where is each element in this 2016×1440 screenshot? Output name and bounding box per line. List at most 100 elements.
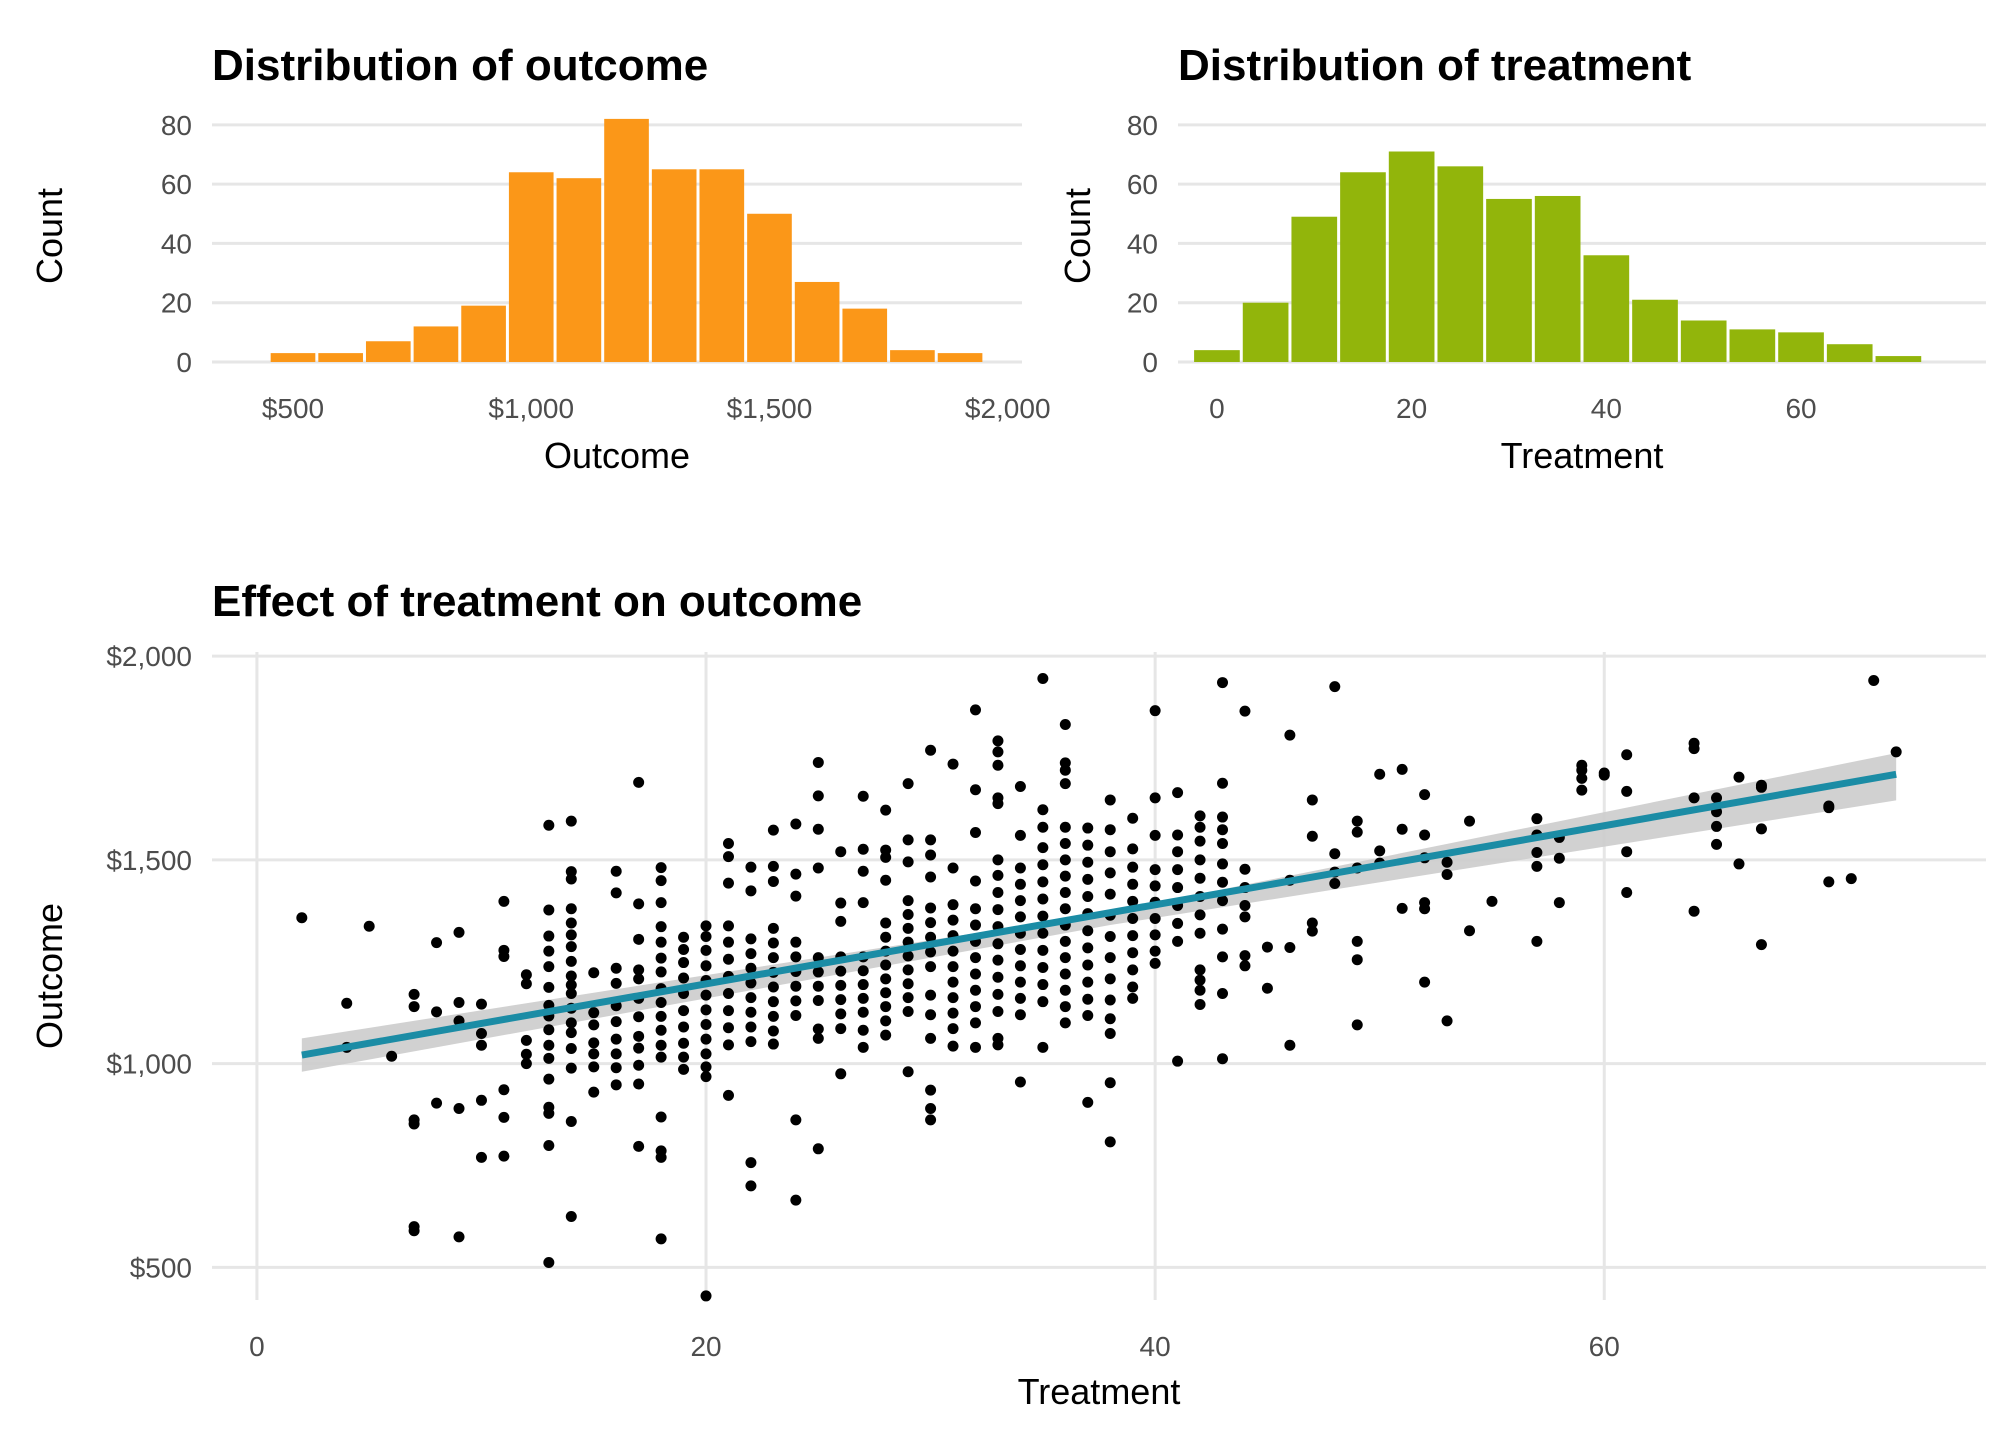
x-tick-label: 20 xyxy=(1396,393,1427,424)
histogram-bar xyxy=(1583,255,1630,362)
histogram-bar xyxy=(1291,216,1338,362)
data-point xyxy=(1127,878,1139,890)
data-point xyxy=(588,967,600,979)
histogram-bar xyxy=(556,178,602,362)
data-point xyxy=(1172,787,1184,799)
data-point xyxy=(431,937,443,949)
data-point xyxy=(1014,780,1026,792)
data-point xyxy=(1239,705,1251,717)
data-point xyxy=(1082,891,1094,903)
data-point xyxy=(1037,910,1049,922)
y-tick-label: 60 xyxy=(1127,169,1158,200)
data-point xyxy=(790,1010,802,1022)
data-point xyxy=(565,873,577,885)
data-point xyxy=(767,937,779,949)
data-point xyxy=(1261,941,1273,953)
data-point xyxy=(1217,838,1229,850)
data-point xyxy=(543,961,555,973)
data-point xyxy=(767,981,779,993)
data-point xyxy=(1059,854,1071,866)
data-point xyxy=(1149,945,1161,957)
y-axis-title: Outcome xyxy=(29,903,70,1049)
data-point xyxy=(722,877,734,889)
data-point xyxy=(633,1140,645,1152)
data-point xyxy=(902,1005,914,1017)
histogram-bar xyxy=(270,353,316,362)
data-point xyxy=(565,941,577,953)
x-tick-label: 0 xyxy=(249,1331,265,1362)
data-point xyxy=(610,1079,622,1091)
data-point xyxy=(1104,888,1116,900)
histogram-bar xyxy=(699,169,745,362)
data-point xyxy=(1531,860,1543,872)
data-point xyxy=(1149,957,1161,969)
data-point xyxy=(1306,925,1318,937)
data-point xyxy=(947,945,959,957)
data-point xyxy=(700,1018,712,1030)
data-point xyxy=(633,933,645,945)
data-point xyxy=(1059,886,1071,898)
x-tick-label: 20 xyxy=(690,1331,721,1362)
data-point xyxy=(1711,820,1723,832)
data-point xyxy=(835,979,847,991)
data-point xyxy=(992,854,1004,866)
data-point xyxy=(655,996,667,1008)
data-point xyxy=(1082,822,1094,834)
histogram-bar xyxy=(1194,350,1240,362)
data-point xyxy=(722,1089,734,1101)
data-point xyxy=(1037,961,1049,973)
histogram-bar xyxy=(1729,329,1776,362)
data-point xyxy=(453,996,465,1008)
data-point xyxy=(857,1024,869,1036)
data-point xyxy=(633,1059,645,1071)
data-point xyxy=(1059,968,1071,980)
y-axis-title: Count xyxy=(29,188,70,284)
data-point xyxy=(925,834,937,846)
x-tick-label: 40 xyxy=(1591,393,1622,424)
data-point xyxy=(812,790,824,802)
data-point xyxy=(767,996,779,1008)
data-point xyxy=(1576,784,1588,796)
data-point xyxy=(498,1111,510,1123)
data-point xyxy=(1486,895,1498,907)
data-point xyxy=(1239,960,1251,972)
x-tick-label: $2,000 xyxy=(965,393,1051,424)
data-point xyxy=(767,824,779,836)
data-point xyxy=(700,1290,712,1302)
data-point xyxy=(1239,911,1251,923)
data-point xyxy=(1037,672,1049,684)
data-point xyxy=(1172,829,1184,841)
data-point xyxy=(790,980,802,992)
data-point xyxy=(947,758,959,770)
data-point xyxy=(1014,911,1026,923)
data-point xyxy=(902,834,914,846)
data-point xyxy=(969,1017,981,1029)
data-point xyxy=(790,868,802,880)
data-point xyxy=(1396,902,1408,914)
data-point xyxy=(588,1048,600,1060)
data-point xyxy=(1194,984,1206,996)
data-point xyxy=(925,1114,937,1126)
x-tick-label: $1,000 xyxy=(488,393,574,424)
data-point xyxy=(1014,878,1026,890)
data-point xyxy=(610,962,622,974)
data-point xyxy=(1329,681,1341,693)
data-point xyxy=(678,972,690,984)
data-point xyxy=(610,977,622,989)
data-point xyxy=(835,965,847,977)
data-point xyxy=(947,992,959,1004)
data-point xyxy=(1553,897,1565,909)
data-point xyxy=(1621,749,1633,761)
data-point xyxy=(925,849,937,861)
data-point xyxy=(1104,952,1116,964)
data-point xyxy=(1576,772,1588,784)
data-point xyxy=(1172,864,1184,876)
data-point xyxy=(767,1038,779,1050)
data-point xyxy=(655,1233,667,1245)
data-point xyxy=(969,1001,981,1013)
data-point xyxy=(722,988,734,1000)
data-point xyxy=(880,959,892,971)
data-point xyxy=(767,1025,779,1037)
data-point xyxy=(812,1032,824,1044)
data-point xyxy=(925,744,937,756)
